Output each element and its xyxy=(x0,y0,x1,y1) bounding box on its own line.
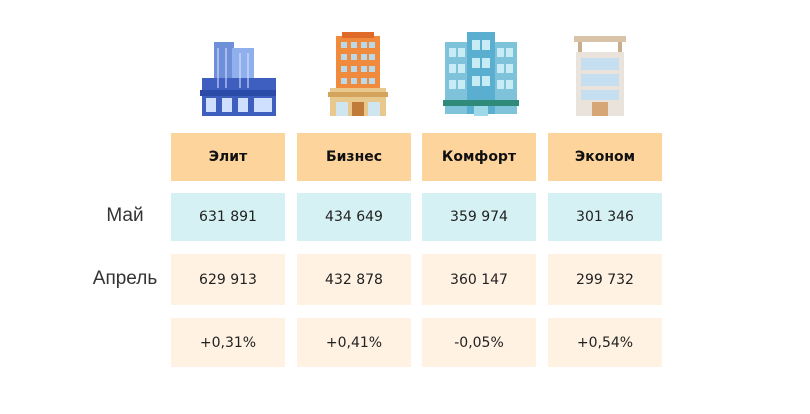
table-cell: +0,41% xyxy=(297,318,411,367)
column-header: Комфорт xyxy=(422,133,536,181)
table-cell: +0,31% xyxy=(171,318,285,367)
column-header: Эконом xyxy=(548,133,662,181)
table-cell: 301 346 xyxy=(548,193,662,241)
table-cell: 359 974 xyxy=(422,193,536,241)
table-cell: 360 147 xyxy=(422,254,536,305)
table-cell: 631 891 xyxy=(171,193,285,241)
column-header: Бизнес xyxy=(297,133,411,181)
building-icon xyxy=(328,32,388,116)
table-cell: 432 878 xyxy=(297,254,411,305)
table-cell: 299 732 xyxy=(548,254,662,305)
building-icon xyxy=(443,32,519,116)
building-icon xyxy=(200,42,276,116)
table-cell: -0,05% xyxy=(422,318,536,367)
column-header: Элит xyxy=(171,133,285,181)
building-icon xyxy=(574,36,626,116)
row-label: Апрель xyxy=(92,267,158,289)
table-cell: +0,54% xyxy=(548,318,662,367)
table-cell: 434 649 xyxy=(297,193,411,241)
row-label: Май xyxy=(106,205,144,226)
table-cell: 629 913 xyxy=(171,254,285,305)
